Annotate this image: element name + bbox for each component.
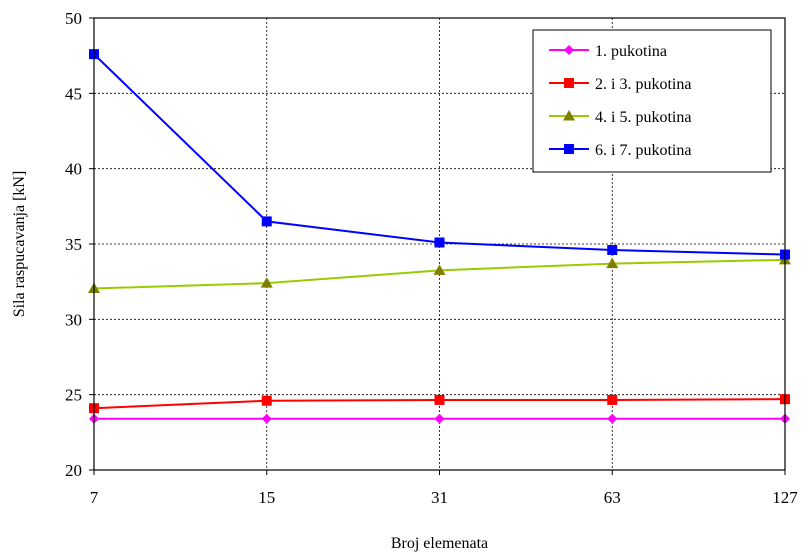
- x-tick-label: 15: [258, 488, 275, 507]
- data-point: [607, 394, 618, 405]
- data-point: [606, 257, 619, 269]
- data-point: [434, 237, 445, 248]
- data-point: [261, 395, 272, 406]
- legend-marker: [564, 78, 574, 88]
- legend-marker: [564, 45, 574, 55]
- legend-marker: [564, 144, 574, 154]
- legend-item: 4. i 5. pukotina: [549, 109, 691, 126]
- legend-label: 6. i 7. pukotina: [595, 142, 691, 159]
- legend: 1. pukotina 2. i 3. pukotina 4. i 5. pukot…: [532, 29, 772, 173]
- y-tick-label: 20: [65, 461, 82, 480]
- x-tick-label: 7: [90, 488, 99, 507]
- legend-label: 1. pukotina: [595, 43, 667, 60]
- x-axis-title: Broj elemenata: [391, 535, 488, 552]
- legend-marker: [563, 110, 575, 121]
- y-tick-label: 45: [65, 84, 82, 103]
- data-point: [260, 277, 273, 288]
- x-tick-label: 127: [772, 488, 798, 507]
- series-1: [89, 413, 790, 424]
- data-point: [434, 394, 445, 405]
- y-tick-label: 25: [65, 386, 82, 405]
- tick-labels: 20 25 30 35 40 45 50 7 15 31 63 127: [65, 9, 798, 507]
- y-tick-label: 40: [65, 160, 82, 179]
- data-point: [433, 264, 446, 275]
- series-3: [88, 253, 791, 293]
- legend-item: 2. i 3. pukotina: [549, 76, 691, 93]
- x-tick-label: 63: [604, 488, 621, 507]
- y-axis-title: Sila raspucavanja [kN]: [11, 171, 28, 318]
- legend-label: 4. i 5. pukotina: [595, 109, 691, 126]
- y-tick-label: 50: [65, 9, 82, 28]
- y-tick-label: 30: [65, 310, 82, 329]
- y-tick-label: 35: [65, 235, 82, 254]
- data-point: [261, 216, 272, 227]
- x-tick-label: 31: [431, 488, 448, 507]
- data-point: [261, 413, 272, 424]
- data-point: [607, 413, 618, 424]
- legend-item: 1. pukotina: [549, 43, 667, 60]
- data-point: [607, 245, 618, 256]
- legend-label: 2. i 3. pukotina: [595, 76, 691, 93]
- legend-item: 6. i 7. pukotina: [549, 142, 691, 159]
- data-point: [434, 413, 445, 424]
